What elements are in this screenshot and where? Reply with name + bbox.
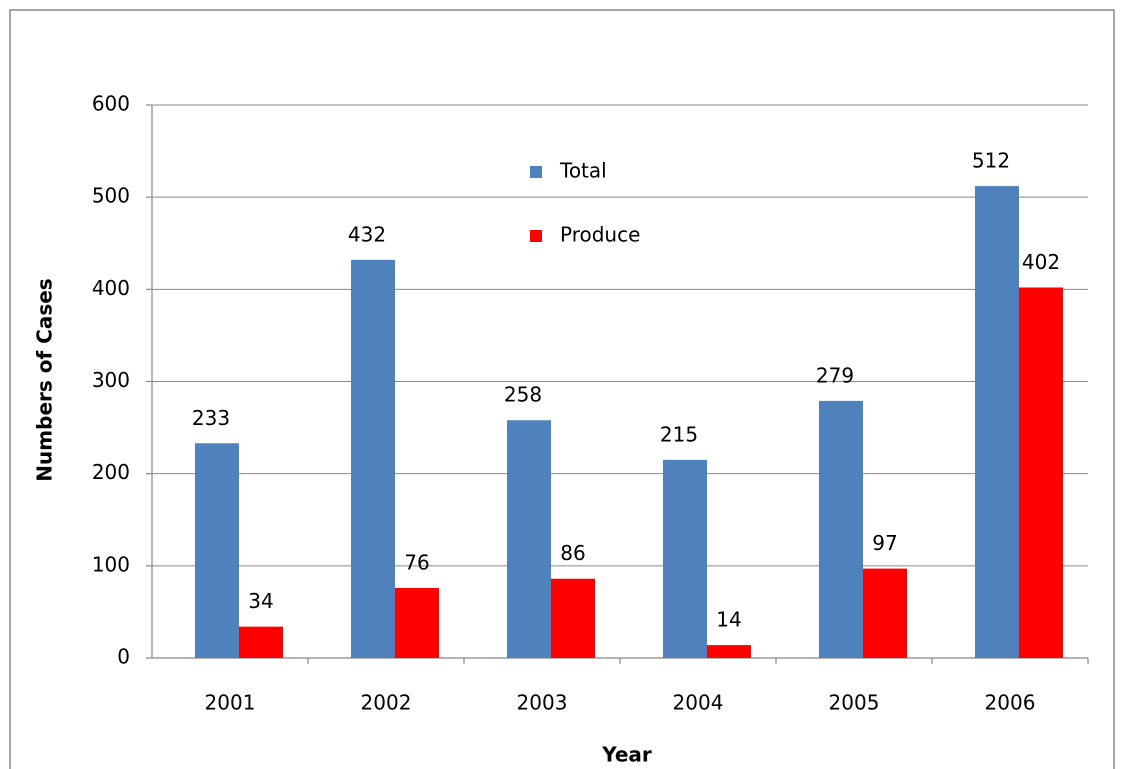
- y-tick-label: 600: [92, 92, 130, 116]
- bar: [507, 420, 551, 658]
- bar: [395, 587, 439, 658]
- bar: [239, 626, 283, 658]
- data-label: 233: [192, 406, 230, 430]
- y-tick-label: 500: [92, 184, 130, 208]
- x-tick-label: 2002: [361, 691, 412, 715]
- y-tick-label: 300: [92, 368, 130, 392]
- data-label: 512: [972, 149, 1010, 173]
- y-axis-label: Numbers of Cases: [33, 278, 57, 481]
- y-tick-label: 100: [92, 552, 130, 576]
- chart-frame: [9, 9, 1115, 769]
- y-tick-label: 200: [92, 460, 130, 484]
- y-tick-label: 400: [92, 276, 130, 300]
- bar: [819, 400, 863, 658]
- bar: [663, 459, 707, 658]
- data-label: 258: [504, 383, 542, 407]
- bar: [707, 645, 751, 658]
- legend-swatch: [530, 230, 542, 242]
- x-tick-label: 2004: [673, 691, 724, 715]
- legend-label: Produce: [560, 223, 640, 247]
- bar: [351, 259, 395, 658]
- data-label: 215: [660, 422, 698, 446]
- data-label: 279: [816, 363, 854, 387]
- bar: [863, 568, 907, 658]
- bar: [975, 186, 1019, 658]
- x-tick-label: 2005: [829, 691, 880, 715]
- data-label: 76: [404, 550, 429, 574]
- legend-label: Total: [559, 159, 607, 183]
- x-tick-label: 2001: [205, 691, 256, 715]
- legend-swatch: [530, 166, 542, 178]
- data-label: 97: [872, 531, 897, 555]
- x-tick-label: 2003: [517, 691, 568, 715]
- data-label: 14: [716, 608, 741, 632]
- bar: [551, 578, 595, 658]
- data-label: 432: [348, 222, 386, 246]
- x-axis-label: Year: [601, 743, 652, 767]
- bar: [195, 443, 239, 658]
- data-label: 34: [248, 589, 273, 613]
- y-tick-label: 0: [117, 645, 130, 669]
- data-label: 86: [560, 541, 585, 565]
- bar: [1019, 287, 1063, 658]
- data-label: 402: [1022, 250, 1060, 274]
- x-tick-label: 2006: [985, 691, 1036, 715]
